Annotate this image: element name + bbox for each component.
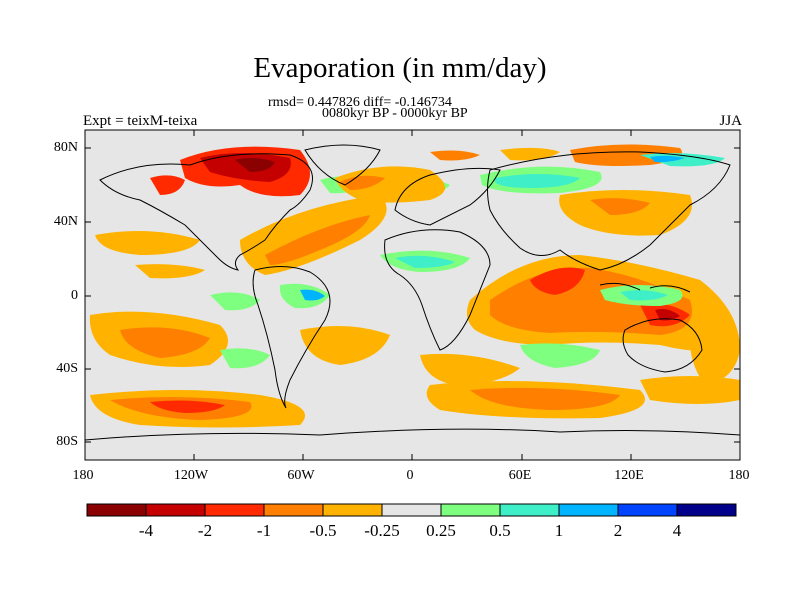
- europe-coast: [394, 167, 501, 226]
- x-tick-label: 60W: [287, 468, 315, 483]
- y-tick-label: 40N: [53, 214, 78, 229]
- y-tick-label: 80N: [53, 140, 78, 155]
- colorbar-box: [145, 503, 206, 517]
- contour-region: [300, 289, 325, 301]
- x-tick-label: 180: [728, 468, 750, 483]
- north-america-coast: [99, 153, 313, 271]
- experiment-label: Expt = teixM-teixa: [83, 113, 198, 129]
- x-tick-label: 60E: [508, 468, 532, 483]
- africa-coast: [384, 229, 491, 351]
- colorbar-tick-label: -4: [138, 521, 154, 540]
- colorbar-box: [676, 503, 737, 517]
- colorbar-box: [86, 503, 147, 517]
- x-tick-label: 120E: [614, 468, 644, 483]
- contour-region: [265, 215, 370, 265]
- greenland-coast: [304, 144, 381, 186]
- colorbar-box: [322, 503, 383, 517]
- contour-region: [470, 387, 620, 410]
- indonesia-coast: [599, 282, 691, 293]
- colorbar-tick-label: -0.25: [364, 521, 400, 540]
- asia-coast: [487, 151, 731, 271]
- contour-region: [520, 343, 600, 368]
- contour-region: [420, 353, 520, 385]
- colorbar-box: [263, 503, 324, 517]
- colorbar-box: [204, 503, 265, 517]
- colorbar-tick-label: -2: [197, 521, 213, 540]
- contour-region: [620, 290, 668, 301]
- contour-region: [120, 327, 210, 358]
- season-label: JJA: [719, 113, 742, 129]
- contour-region: [340, 175, 385, 190]
- contour-region: [495, 174, 580, 188]
- plot-title: Evaporation (in mm/day): [253, 52, 547, 84]
- coastlines: [85, 144, 740, 441]
- colorbar: [86, 503, 737, 517]
- period-subtitle: 0080kyr BP - 0000kyr BP: [322, 106, 468, 121]
- x-tick-label: 180: [72, 468, 94, 483]
- y-tick-label: 80S: [56, 434, 78, 449]
- contour-region: [210, 292, 260, 311]
- colorbar-tick-label: 4: [672, 521, 682, 540]
- colorbar-box: [617, 503, 678, 517]
- y-tick-label: 40S: [56, 361, 78, 376]
- contour-region: [150, 175, 185, 195]
- colorbar-tick-label: -1: [256, 521, 272, 540]
- contour-region: [220, 348, 270, 369]
- contour-region: [500, 147, 560, 161]
- australia-coast: [622, 318, 703, 373]
- contour-region: [95, 231, 200, 255]
- colorbar-box: [381, 503, 442, 517]
- colorbar-tick-label: 0.5: [489, 521, 511, 540]
- south-america-coast: [252, 266, 331, 409]
- colorbar-tick-label: 0.25: [426, 521, 456, 540]
- contour-region: [640, 376, 740, 404]
- colorbar-tick-label: -0.5: [309, 521, 337, 540]
- colorbar-box: [440, 503, 501, 517]
- colorbar-tick-label: 2: [613, 521, 623, 540]
- contour-region: [235, 157, 275, 172]
- x-tick-label: 0: [406, 468, 414, 483]
- contour-region: [655, 308, 680, 321]
- contour-region: [590, 198, 650, 215]
- contour-region: [395, 255, 455, 268]
- colorbar-box: [558, 503, 619, 517]
- antarctica-coast: [85, 428, 740, 441]
- stats-subtitle: rmsd= 0.447826 diff= -0.146734: [268, 95, 452, 110]
- contour-region: [135, 264, 205, 279]
- axis-ticks: [85, 130, 740, 460]
- contour-region: [690, 336, 740, 385]
- contour-region: [430, 150, 480, 161]
- contour-region: [650, 155, 685, 163]
- contour-region: [300, 326, 390, 365]
- colorbar-box: [499, 503, 560, 517]
- contour-region: [335, 166, 445, 203]
- colorbar-tick-label: 1: [554, 521, 564, 540]
- contour-region: [530, 267, 585, 295]
- evaporation-field: [89, 144, 740, 428]
- y-tick-label: 0: [71, 288, 78, 303]
- contour-region: [150, 400, 225, 413]
- x-tick-label: 120W: [173, 468, 209, 483]
